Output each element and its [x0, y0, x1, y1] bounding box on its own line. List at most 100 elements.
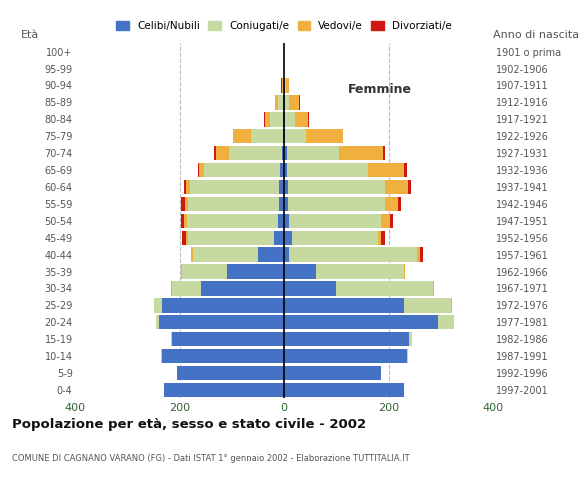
- Bar: [182, 230, 186, 245]
- Bar: [184, 214, 187, 228]
- Bar: [190, 180, 279, 194]
- Bar: [339, 146, 383, 160]
- Bar: [284, 383, 404, 397]
- Bar: [284, 315, 438, 329]
- Bar: [182, 264, 183, 279]
- Bar: [385, 180, 408, 194]
- Bar: [381, 214, 390, 228]
- Bar: [284, 366, 381, 380]
- Bar: [264, 112, 266, 127]
- Bar: [284, 264, 316, 279]
- Bar: [404, 264, 405, 279]
- Bar: [285, 95, 289, 109]
- Bar: [172, 281, 201, 296]
- Bar: [285, 129, 306, 144]
- Bar: [451, 298, 452, 312]
- Bar: [204, 163, 280, 177]
- Bar: [284, 349, 407, 363]
- Bar: [284, 112, 285, 127]
- Bar: [282, 78, 284, 93]
- Bar: [230, 146, 282, 160]
- Bar: [316, 264, 404, 279]
- Bar: [282, 146, 284, 160]
- Bar: [385, 197, 398, 211]
- Bar: [287, 163, 368, 177]
- Legend: Celibi/Nubili, Coniugati/e, Vedovi/e, Divorziati/e: Celibi/Nubili, Coniugati/e, Vedovi/e, Di…: [117, 21, 452, 31]
- Bar: [172, 332, 284, 347]
- Bar: [283, 95, 284, 109]
- Bar: [177, 366, 284, 380]
- Bar: [407, 349, 408, 363]
- Bar: [438, 315, 454, 329]
- Bar: [418, 248, 420, 262]
- Bar: [284, 180, 288, 194]
- Bar: [279, 180, 284, 194]
- Bar: [383, 146, 385, 160]
- Bar: [193, 248, 258, 262]
- Bar: [181, 197, 185, 211]
- Bar: [216, 146, 230, 160]
- Bar: [284, 332, 409, 347]
- Bar: [368, 163, 404, 177]
- Bar: [284, 95, 285, 109]
- Bar: [420, 248, 423, 262]
- Bar: [191, 248, 193, 262]
- Bar: [289, 95, 299, 109]
- Bar: [284, 146, 287, 160]
- Bar: [308, 112, 309, 127]
- Bar: [186, 230, 188, 245]
- Bar: [289, 214, 381, 228]
- Bar: [280, 163, 284, 177]
- Bar: [285, 112, 295, 127]
- Bar: [292, 230, 378, 245]
- Bar: [284, 214, 289, 228]
- Bar: [288, 180, 385, 194]
- Bar: [266, 112, 270, 127]
- Bar: [289, 248, 418, 262]
- Bar: [188, 230, 274, 245]
- Bar: [281, 78, 282, 93]
- Bar: [161, 298, 284, 312]
- Bar: [276, 95, 278, 109]
- Bar: [258, 248, 284, 262]
- Bar: [287, 146, 339, 160]
- Bar: [284, 281, 336, 296]
- Bar: [285, 78, 286, 93]
- Text: Femmine: Femmine: [348, 83, 412, 96]
- Bar: [274, 230, 284, 245]
- Bar: [182, 214, 184, 228]
- Bar: [408, 180, 411, 194]
- Bar: [187, 214, 278, 228]
- Bar: [404, 298, 451, 312]
- Bar: [164, 383, 284, 397]
- Bar: [381, 230, 385, 245]
- Bar: [284, 298, 404, 312]
- Bar: [288, 197, 385, 211]
- Bar: [270, 112, 282, 127]
- Bar: [390, 214, 393, 228]
- Bar: [284, 230, 292, 245]
- Bar: [201, 281, 284, 296]
- Bar: [227, 264, 284, 279]
- Bar: [336, 281, 433, 296]
- Bar: [306, 129, 343, 144]
- Bar: [279, 197, 284, 211]
- Bar: [284, 197, 288, 211]
- Bar: [157, 315, 159, 329]
- Bar: [433, 281, 434, 296]
- Bar: [278, 214, 284, 228]
- Bar: [295, 112, 308, 127]
- Bar: [161, 349, 284, 363]
- Bar: [199, 163, 204, 177]
- Bar: [378, 230, 381, 245]
- Bar: [186, 180, 190, 194]
- Bar: [284, 129, 285, 144]
- Bar: [251, 129, 282, 144]
- Text: Età: Età: [21, 30, 39, 40]
- Bar: [398, 197, 401, 211]
- Bar: [198, 163, 199, 177]
- Bar: [278, 95, 283, 109]
- Bar: [299, 95, 300, 109]
- Bar: [282, 112, 284, 127]
- Bar: [233, 129, 251, 144]
